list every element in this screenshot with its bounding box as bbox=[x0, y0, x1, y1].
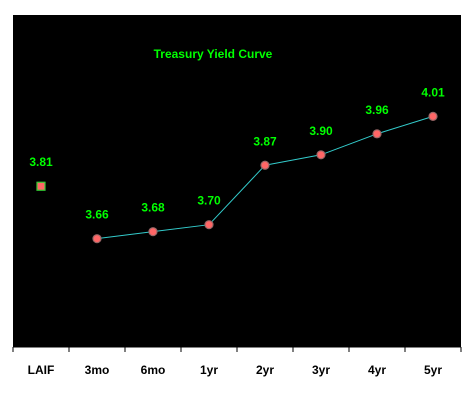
series-line-segment bbox=[320, 133, 378, 156]
data-point-square bbox=[36, 181, 46, 191]
x-tick-label: 4yr bbox=[368, 363, 386, 377]
data-point bbox=[316, 150, 326, 160]
x-tick-label: 2yr bbox=[256, 363, 274, 377]
data-point bbox=[428, 111, 438, 121]
data-label: 3.66 bbox=[85, 208, 109, 222]
data-label: 3.90 bbox=[309, 124, 333, 138]
plot-area bbox=[13, 15, 461, 347]
data-label: 3.96 bbox=[365, 103, 389, 117]
series-line-segment bbox=[152, 224, 210, 233]
x-tick-label: 3mo bbox=[85, 363, 110, 377]
data-label: 3.70 bbox=[197, 194, 221, 208]
x-tick-label: 5yr bbox=[424, 363, 442, 377]
x-axis-tick-labels: LAIF 3mo 6mo 1yr 2yr 3yr 4yr 5yr bbox=[28, 363, 443, 377]
data-point bbox=[92, 234, 102, 244]
data-label: 3.68 bbox=[141, 201, 165, 215]
data-point bbox=[372, 129, 382, 139]
data-label: 4.01 bbox=[421, 85, 445, 99]
x-axis-ticks bbox=[12, 347, 462, 352]
x-tick-label: 6mo bbox=[141, 363, 166, 377]
x-tick-label: 3yr bbox=[312, 363, 330, 377]
x-tick-label: LAIF bbox=[28, 363, 55, 377]
data-labels: 3.66 3.68 3.70 3.87 3.90 3.96 4.01 3.81 bbox=[29, 85, 445, 221]
series-line-segment bbox=[208, 164, 266, 226]
series-line-segment bbox=[264, 154, 322, 166]
data-point bbox=[204, 220, 214, 230]
chart-title: Treasury Yield Curve bbox=[154, 47, 273, 61]
data-point bbox=[148, 227, 158, 237]
series-line-segment bbox=[376, 115, 434, 135]
series-lines bbox=[96, 115, 434, 240]
x-tick-label: 1yr bbox=[200, 363, 218, 377]
data-point bbox=[260, 160, 270, 170]
data-label: 3.87 bbox=[253, 134, 277, 148]
series-line-segment bbox=[96, 231, 154, 240]
data-label: 3.81 bbox=[29, 155, 53, 169]
series-markers bbox=[36, 111, 438, 244]
